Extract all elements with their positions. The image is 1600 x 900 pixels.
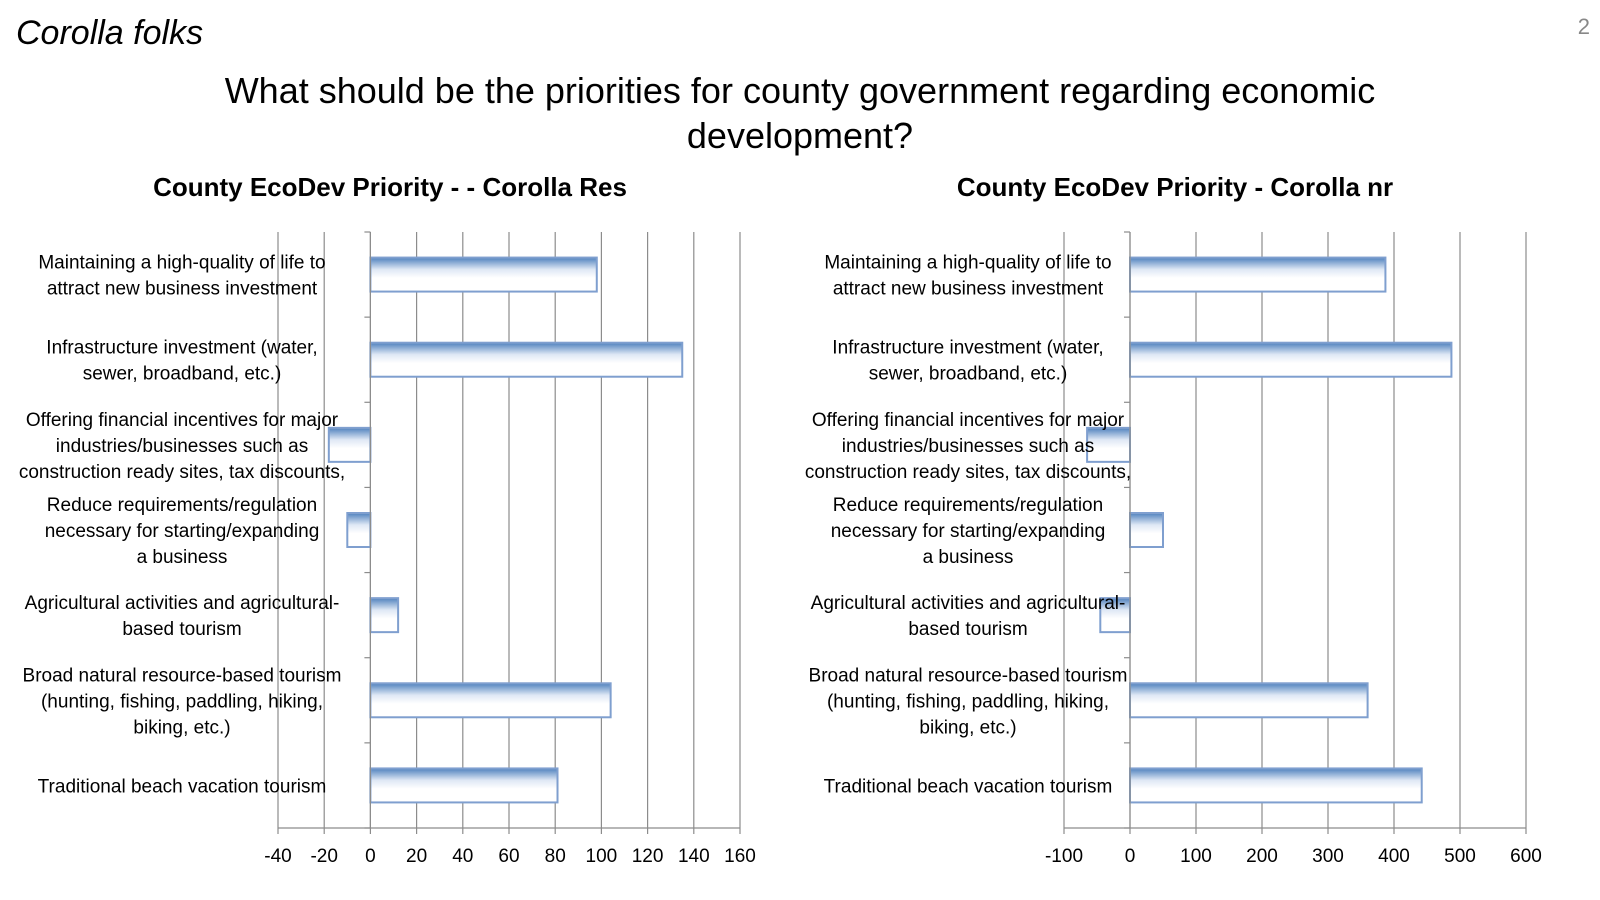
category-label: Traditional beach vacation tourism	[38, 776, 327, 797]
x-tick-label: 100	[1180, 846, 1212, 867]
x-tick-label: 0	[365, 846, 376, 867]
bar-0	[1129, 256, 1387, 293]
bar-5	[369, 682, 612, 719]
bar-2	[327, 426, 372, 463]
corner-label: Corolla folks	[16, 14, 204, 52]
bar-6	[1129, 767, 1423, 804]
x-tick-label: -40	[264, 846, 291, 867]
category-label: Agricultural activities and agricultural…	[811, 593, 1126, 640]
page-title-text: What should be the priorities for county…	[224, 70, 1376, 156]
x-tick-label: 0	[1125, 846, 1136, 867]
chart-title-nr: County EcoDev Priority - Corolla nr	[956, 172, 1394, 202]
x-tick-label: 600	[1510, 846, 1542, 867]
bar-3	[1129, 512, 1164, 548]
bar-1	[369, 341, 684, 378]
category-label: Maintaining a high-quality of life to att…	[824, 253, 1111, 300]
category-label: Infrastructure investment (water, sewer, …	[46, 338, 317, 385]
x-tick-label: 400	[1378, 846, 1410, 867]
bar-chart-res: -40 -20 0 20 40 60 80 100 120 140 160 Maintaining a…	[19, 231, 756, 867]
category-label: Infrastructure investment (water, sewer, …	[832, 338, 1103, 385]
page-title: What should be the priorities for county…	[0, 68, 1600, 158]
x-tick-label: -100	[1045, 846, 1083, 867]
x-tick-label: 120	[632, 846, 664, 867]
category-label: Offering financial incentives for major i…	[19, 410, 345, 483]
x-tick-label: 300	[1312, 846, 1344, 867]
category-label: Reduce requirements/regulation necessary …	[45, 495, 320, 568]
category-label: Broad natural resource-based tourism (hun…	[809, 665, 1128, 738]
x-tick-label: 100	[586, 846, 618, 867]
category-label: Traditional beach vacation tourism	[824, 776, 1113, 797]
category-label: Broad natural resource-based tourism (hun…	[23, 665, 342, 738]
x-tick-label: 160	[724, 846, 756, 867]
bar-0	[369, 256, 598, 293]
x-tick-label: 500	[1444, 846, 1476, 867]
x-tick-label: 20	[406, 846, 427, 867]
bar-chart-nr: -100 0 100 200 300 400 500 600 Maintaining a hig…	[805, 231, 1542, 867]
page-number: 2	[1577, 14, 1590, 39]
category-label: Agricultural activities and agricultural…	[25, 593, 340, 640]
x-tick-label: 200	[1246, 846, 1278, 867]
bar-5	[1129, 682, 1369, 719]
category-label: Offering financial incentives for major i…	[805, 410, 1131, 483]
bar-1	[1129, 341, 1453, 378]
x-tick-label: 80	[545, 846, 566, 867]
bar-6	[369, 767, 559, 804]
x-tick-label: 140	[678, 846, 710, 867]
bar-3	[346, 512, 372, 548]
x-tick-label: -20	[310, 846, 337, 867]
bar-2	[1086, 426, 1132, 463]
x-tick-label: 60	[498, 846, 519, 867]
category-label: Reduce requirements/regulation necessary …	[831, 495, 1106, 568]
chart-title-res: County EcoDev Priority - - Corolla Res	[153, 172, 627, 202]
bar-4	[369, 597, 400, 634]
category-label: Maintaining a high-quality of life to att…	[38, 253, 325, 300]
x-tick-label: 40	[452, 846, 473, 867]
